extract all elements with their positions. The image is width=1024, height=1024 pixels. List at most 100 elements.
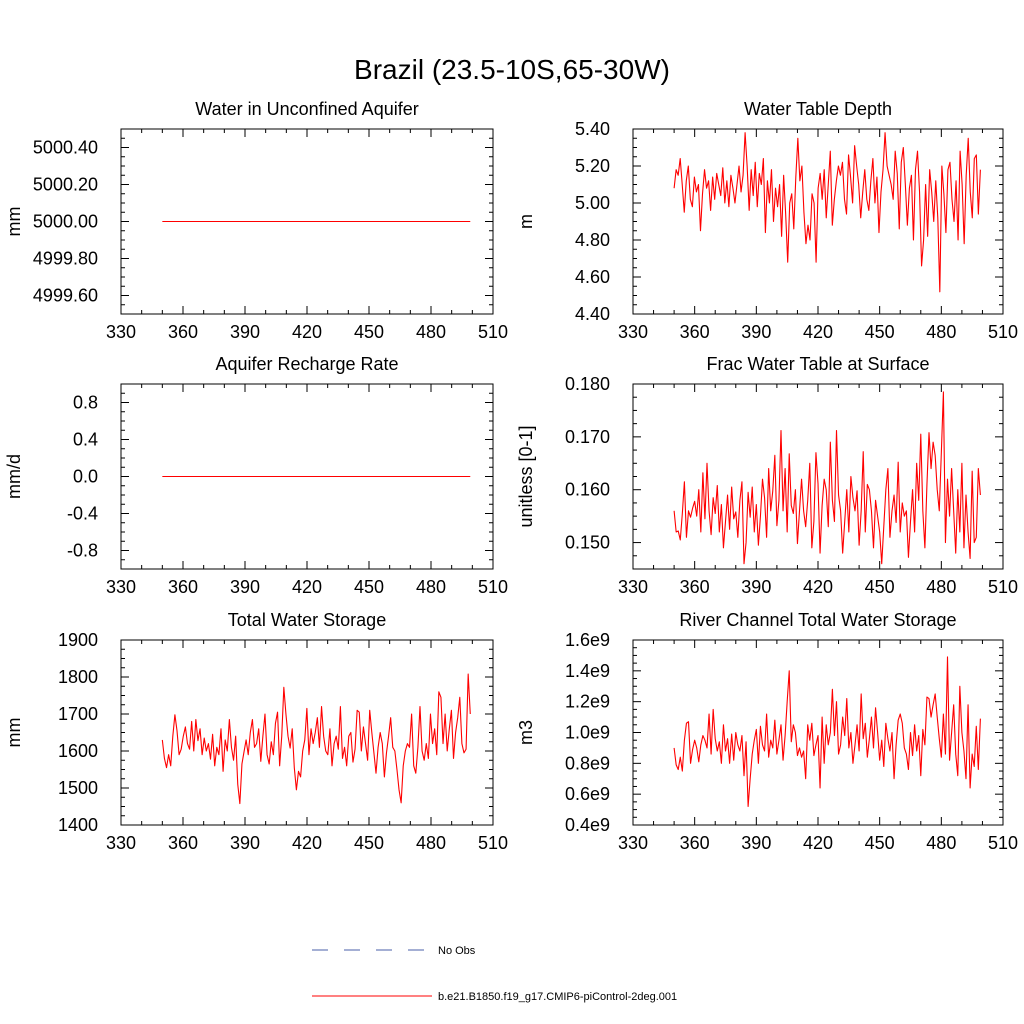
panels: Water in Unconfined Aquifer mm 330 360 390 42… <box>4 99 1018 853</box>
chart-recharge-rate-xtick-label: 390 <box>230 577 260 597</box>
figure-title: Brazil (23.5-10S,65-30W) <box>354 54 670 85</box>
chart-total-water-storage-xtick-label: 510 <box>478 833 508 853</box>
chart-river-channel-storage-xtick-label: 450 <box>865 833 895 853</box>
chart-river-channel-storage-series-line <box>673 656 981 808</box>
chart-total-water-storage-ytick-label: 1900 <box>58 630 98 650</box>
chart-recharge-rate-ytick-label: -0.4 <box>67 504 98 524</box>
chart-river-channel-storage-xtick-label: 330 <box>618 833 648 853</box>
chart-total-water-storage-xtick-label: 360 <box>168 833 198 853</box>
chart-river-channel-storage-ytick-label: 1.4e9 <box>565 661 610 681</box>
chart-frac-water-table-xtick-label: 390 <box>741 577 771 597</box>
chart-recharge-rate-xtick-label: 510 <box>478 577 508 597</box>
chart-recharge-rate-xtick-label: 480 <box>416 577 446 597</box>
chart-river-channel-storage-title: River Channel Total Water Storage <box>679 610 956 630</box>
chart-water-table-depth-ytick-label: 5.00 <box>575 193 610 213</box>
chart-total-water-storage-xtick-label: 480 <box>416 833 446 853</box>
chart-total-water-storage-ytick-label: 1800 <box>58 667 98 687</box>
chart-aquifer-water-ytick-label: 5000.40 <box>33 138 98 158</box>
chart-frac-water-table-xtick-label: 510 <box>988 577 1018 597</box>
chart-total-water-storage-ytick-label: 1400 <box>58 815 98 835</box>
chart-river-channel-storage-ytick-label: 1.6e9 <box>565 630 610 650</box>
chart-river-channel-storage-xtick-label: 390 <box>741 833 771 853</box>
chart-aquifer-water-xtick-label: 330 <box>106 322 136 342</box>
chart-recharge-rate-xtick-label: 420 <box>292 577 322 597</box>
chart-total-water-storage-ytick-label: 1600 <box>58 741 98 761</box>
chart-river-channel-storage-ytick-label: 1.2e9 <box>565 692 610 712</box>
chart-frac-water-table-title: Frac Water Table at Surface <box>706 354 929 374</box>
chart-aquifer-water-ytick-label: 5000.00 <box>33 212 98 232</box>
chart-aquifer-water-ytick-label: 4999.80 <box>33 249 98 269</box>
chart-total-water-storage-title: Total Water Storage <box>228 610 386 630</box>
chart-total-water-storage-ytick-label: 1700 <box>58 704 98 724</box>
chart-aquifer-water-xtick-label: 390 <box>230 322 260 342</box>
chart-frac-water-table-xtick-label: 360 <box>680 577 710 597</box>
chart-water-table-depth-title: Water Table Depth <box>744 99 892 119</box>
chart-aquifer-water-xtick-label: 450 <box>354 322 384 342</box>
chart-recharge-rate-xtick-label: 450 <box>354 577 384 597</box>
chart-frac-water-table-ytick-label: 0.160 <box>565 480 610 500</box>
chart-recharge-rate-ytick-label: -0.8 <box>67 541 98 561</box>
chart-frac-water-table-xtick-label: 450 <box>865 577 895 597</box>
chart-river-channel-storage-ylabel: m3 <box>516 720 536 745</box>
legend-label-no-obs: No Obs <box>438 945 476 957</box>
chart-frac-water-table-xtick-label: 420 <box>803 577 833 597</box>
chart-water-table-depth-xtick-label: 480 <box>926 322 956 342</box>
chart-aquifer-water-ylabel: mm <box>4 207 24 237</box>
chart-recharge-rate-ylabel: mm/d <box>4 454 24 499</box>
legend-label-model: b.e21.B1850.f19_g17.CMIP6-piControl-2deg… <box>438 991 677 1003</box>
chart-frac-water-table-ytick-label: 0.180 <box>565 374 610 394</box>
chart-river-channel-storage: River Channel Total Water Storage m3 330 36… <box>516 610 1018 853</box>
chart-recharge-rate-xtick-label: 360 <box>168 577 198 597</box>
chart-aquifer-water: Water in Unconfined Aquifer mm 330 360 390 42… <box>4 99 508 342</box>
chart-frac-water-table: Frac Water Table at Surface unitless [0-1… <box>516 354 1018 597</box>
chart-river-channel-storage-xtick-label: 480 <box>926 833 956 853</box>
chart-frac-water-table-ytick-label: 0.150 <box>565 533 610 553</box>
chart-river-channel-storage-ytick-label: 1.0e9 <box>565 723 610 743</box>
chart-total-water-storage-ytick-label: 1500 <box>58 778 98 798</box>
chart-aquifer-water-xtick-label: 360 <box>168 322 198 342</box>
chart-water-table-depth-ytick-label: 4.80 <box>575 230 610 250</box>
chart-water-table-depth-xtick-label: 420 <box>803 322 833 342</box>
chart-total-water-storage-xtick-label: 450 <box>354 833 384 853</box>
chart-frac-water-table-xtick-label: 480 <box>926 577 956 597</box>
chart-recharge-rate-ytick-label: 0.4 <box>73 430 98 450</box>
chart-aquifer-water-ytick-label: 4999.60 <box>33 286 98 306</box>
chart-total-water-storage: Total Water Storage mm 330 360 390 420 450 480 5… <box>4 610 508 853</box>
chart-river-channel-storage-ytick-label: 0.4e9 <box>565 815 610 835</box>
chart-river-channel-storage-xtick-label: 360 <box>680 833 710 853</box>
chart-recharge-rate-xtick-label: 330 <box>106 577 136 597</box>
chart-frac-water-table-ytick-label: 0.170 <box>565 427 610 447</box>
chart-water-table-depth-ytick-label: 4.40 <box>575 304 610 324</box>
chart-water-table-depth-ytick-label: 5.40 <box>575 119 610 139</box>
chart-water-table-depth: Water Table Depth m 330 360 390 420 450 480 510 5… <box>516 99 1018 342</box>
chart-total-water-storage-xtick-label: 390 <box>230 833 260 853</box>
chart-total-water-storage-ylabel: mm <box>4 718 24 748</box>
chart-frac-water-table-series-line <box>673 391 981 565</box>
chart-water-table-depth-xtick-label: 510 <box>988 322 1018 342</box>
chart-water-table-depth-xtick-label: 390 <box>741 322 771 342</box>
chart-river-channel-storage-ytick-label: 0.8e9 <box>565 753 610 773</box>
chart-recharge-rate: Aquifer Recharge Rate mm/d 330 360 390 420 450… <box>4 354 508 597</box>
chart-water-table-depth-ytick-label: 4.60 <box>575 267 610 287</box>
chart-water-table-depth-series-line <box>673 132 981 293</box>
chart-aquifer-water-ytick-label: 5000.20 <box>33 175 98 195</box>
chart-river-channel-storage-xtick-label: 420 <box>803 833 833 853</box>
chart-recharge-rate-ytick-label: 0.0 <box>73 467 98 487</box>
chart-frac-water-table-ylabel: unitless [0-1] <box>516 425 536 527</box>
legend: No Obs b.e21.B1850.f19_g17.CMIP6-piContr… <box>312 945 677 1003</box>
chart-water-table-depth-ylabel: m <box>516 214 536 229</box>
chart-aquifer-water-title: Water in Unconfined Aquifer <box>195 99 418 119</box>
chart-aquifer-water-xtick-label: 510 <box>478 322 508 342</box>
chart-water-table-depth-xtick-label: 330 <box>618 322 648 342</box>
chart-aquifer-water-xtick-label: 420 <box>292 322 322 342</box>
chart-aquifer-water-xtick-label: 480 <box>416 322 446 342</box>
chart-total-water-storage-xtick-label: 420 <box>292 833 322 853</box>
chart-total-water-storage-series-line <box>161 673 471 805</box>
chart-recharge-rate-title: Aquifer Recharge Rate <box>215 354 398 374</box>
chart-river-channel-storage-xtick-label: 510 <box>988 833 1018 853</box>
chart-water-table-depth-ytick-label: 5.20 <box>575 156 610 176</box>
chart-recharge-rate-ytick-label: 0.8 <box>73 393 98 413</box>
chart-frac-water-table-xtick-label: 330 <box>618 577 648 597</box>
chart-water-table-depth-xtick-label: 360 <box>680 322 710 342</box>
